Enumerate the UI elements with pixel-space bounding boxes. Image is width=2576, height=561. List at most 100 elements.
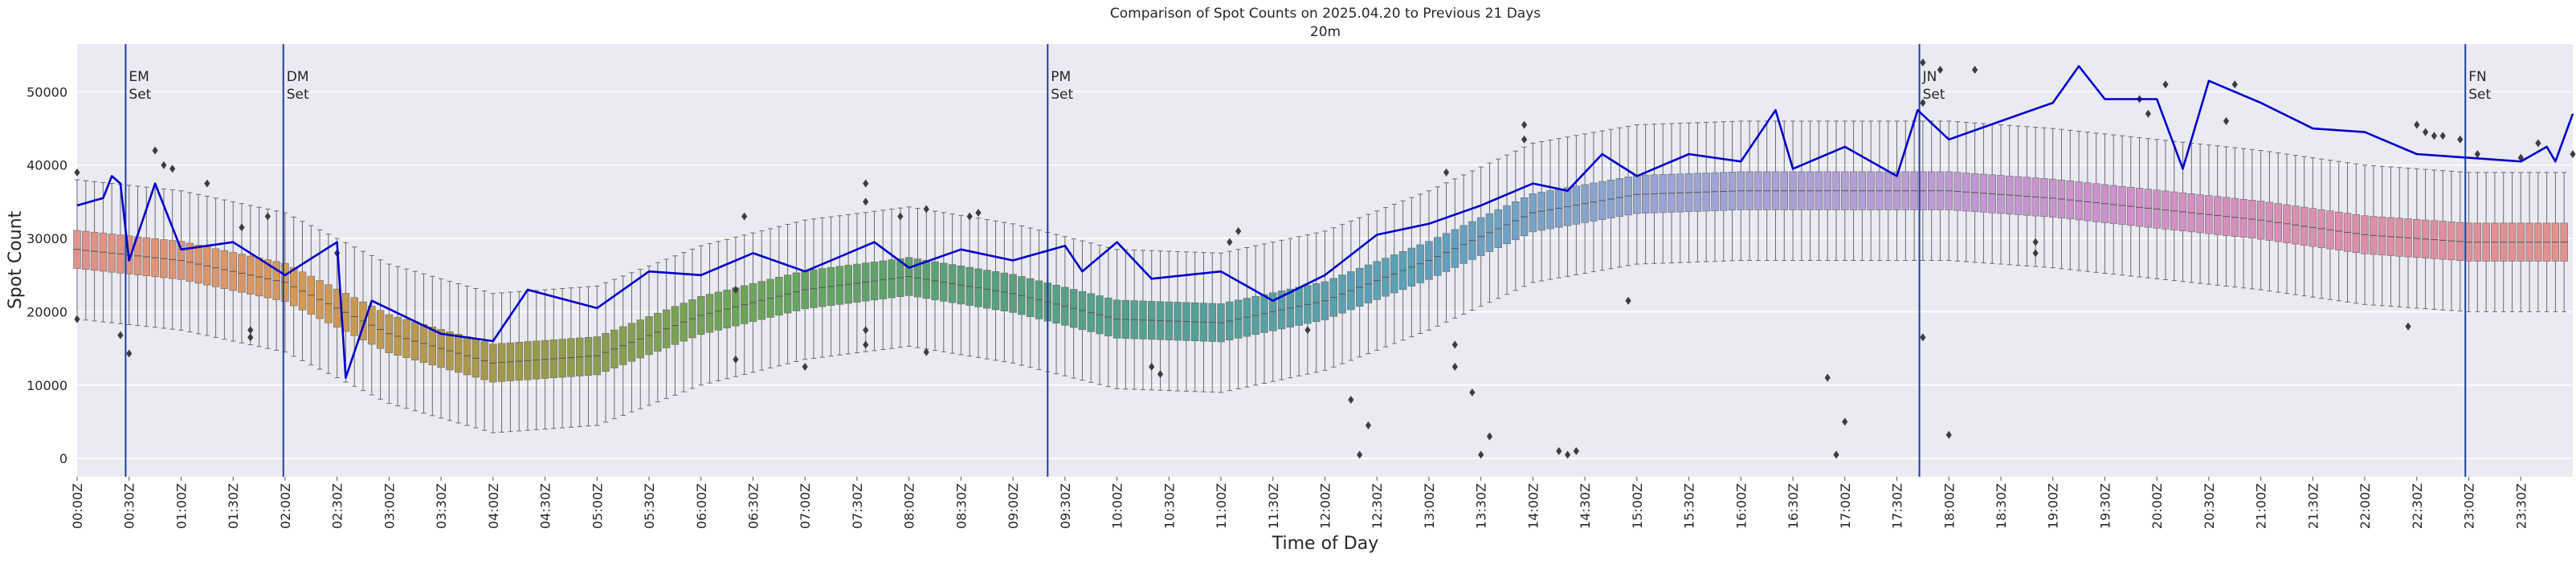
box-plot: [1693, 122, 1702, 262]
box-plot: [1208, 252, 1216, 393]
outlier-point: [1357, 450, 1363, 459]
box-plot: [1312, 232, 1321, 373]
outlier-point: [1920, 333, 1926, 342]
outlier-point: [741, 212, 748, 221]
outlier-point: [74, 168, 80, 177]
outlier-point: [1564, 450, 1571, 459]
box-plot: [2265, 151, 2274, 292]
box-plot: [1970, 122, 1979, 263]
box-plot: [1590, 132, 1598, 273]
outlier-point: [2439, 132, 2446, 140]
outlier-point: [2570, 150, 2576, 159]
box-plot: [1329, 227, 1338, 368]
outlier-point: [1945, 430, 1952, 439]
box-plot: [1910, 120, 1918, 261]
box-plot: [368, 254, 376, 396]
event-label-top: EM: [129, 69, 149, 85]
box-plot: [1382, 207, 1390, 348]
box-plot: [1789, 120, 1797, 261]
outlier-point: [1521, 135, 1528, 144]
box-plot: [1061, 236, 1069, 376]
box-plot: [1901, 120, 1910, 261]
box-plot: [489, 293, 497, 433]
box-plot: [2542, 172, 2551, 312]
box-plot: [541, 289, 549, 430]
outlier-point: [117, 331, 124, 339]
box-plot: [749, 232, 757, 373]
box-plot: [2127, 136, 2135, 277]
box-plot: [1078, 240, 1087, 381]
box-plot: [931, 210, 939, 352]
x-tick-label: 07:30Z: [850, 483, 865, 529]
box-plot: [1780, 120, 1788, 261]
box-plot: [2439, 170, 2447, 311]
outlier-point: [239, 223, 245, 232]
box-plot: [1546, 140, 1554, 280]
box-plot: [255, 206, 263, 348]
y-tick-label: 20000: [27, 304, 67, 319]
box-plot: [168, 189, 177, 330]
box-plot: [1494, 158, 1502, 299]
box-plot: [2482, 172, 2490, 312]
x-tick-label: 18:00Z: [1941, 483, 1957, 529]
x-tick-label: 03:00Z: [382, 483, 397, 529]
box-plot: [385, 263, 394, 404]
box-plot: [835, 215, 844, 356]
box-plot: [1762, 120, 1771, 261]
box-plot: [1407, 197, 1416, 338]
outlier-point: [1227, 238, 1233, 246]
box-plot: [671, 255, 680, 396]
box-plot: [90, 181, 99, 322]
box-plot: [515, 291, 523, 432]
box-plot: [289, 216, 298, 357]
outlier-point: [1824, 373, 1831, 382]
outlier-point: [1920, 99, 1926, 108]
box-plot: [1823, 120, 1831, 261]
outlier-point: [2535, 139, 2541, 148]
x-tick-label: 11:30Z: [1266, 483, 1281, 529]
x-tick-label: 21:00Z: [2254, 483, 2269, 529]
box-plot: [1936, 120, 1945, 261]
box-plot: [783, 224, 792, 364]
box-plot: [229, 201, 237, 342]
outlier-point: [1469, 388, 1476, 396]
box-plot: [1962, 121, 1970, 262]
x-tick-label: 05:00Z: [590, 483, 605, 529]
chart-subtitle: 20m: [1310, 24, 1341, 40]
box-plot: [723, 238, 731, 380]
outlier-point: [733, 355, 739, 364]
box-plot: [757, 230, 765, 371]
outlier-point: [2423, 128, 2429, 136]
box-plot: [194, 193, 202, 335]
box-plot: [341, 242, 350, 383]
box-plot: [1026, 227, 1035, 368]
box-plot: [376, 259, 385, 400]
box-plot: [2118, 135, 2126, 276]
box-plot: [1364, 213, 1373, 355]
outlier-point: [2405, 322, 2411, 331]
box-plot: [662, 258, 671, 400]
event-label-bottom: Set: [1051, 87, 1073, 103]
box-plot: [1529, 142, 1537, 283]
box-plot: [437, 278, 445, 419]
box-plot: [1581, 133, 1589, 274]
y-tick-label: 10000: [27, 378, 67, 393]
event-label-top: FN: [2468, 69, 2487, 85]
box-plot: [948, 213, 957, 354]
box-plot: [1018, 225, 1026, 366]
box-plot: [1476, 166, 1485, 307]
box-plot: [1069, 238, 1078, 379]
box-plot: [133, 185, 142, 327]
box-plot: [1606, 128, 1615, 270]
box-plot: [697, 245, 705, 386]
event-label-top: PM: [1051, 69, 1071, 85]
box-plot: [2205, 144, 2213, 285]
box-plot: [2162, 140, 2170, 280]
box-plot: [1052, 234, 1060, 375]
box-plot: [610, 278, 618, 420]
box-plot: [1798, 120, 1806, 261]
x-tick-label: 16:30Z: [1786, 483, 1801, 529]
box-plot: [1711, 121, 1719, 262]
box-plot: [1226, 250, 1234, 392]
